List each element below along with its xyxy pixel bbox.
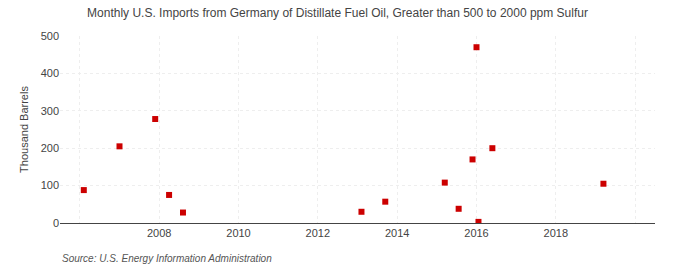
svg-text:100: 100	[41, 179, 59, 191]
svg-text:2014: 2014	[385, 227, 409, 239]
svg-text:500: 500	[41, 30, 59, 42]
svg-text:Thousand Barrels: Thousand Barrels	[18, 86, 30, 173]
svg-text:2010: 2010	[226, 227, 250, 239]
svg-text:200: 200	[41, 142, 59, 154]
svg-text:300: 300	[41, 105, 59, 117]
svg-text:0: 0	[53, 217, 59, 229]
svg-text:2012: 2012	[306, 227, 330, 239]
svg-text:2018: 2018	[544, 227, 568, 239]
svg-text:Monthly U.S. Imports from Germ: Monthly U.S. Imports from Germany of Dis…	[87, 6, 588, 20]
svg-text:2008: 2008	[147, 227, 171, 239]
svg-text:400: 400	[41, 67, 59, 79]
svg-text:Source: U.S. Energy Informatio: Source: U.S. Energy Information Administ…	[62, 253, 272, 264]
svg-text:2016: 2016	[464, 227, 488, 239]
